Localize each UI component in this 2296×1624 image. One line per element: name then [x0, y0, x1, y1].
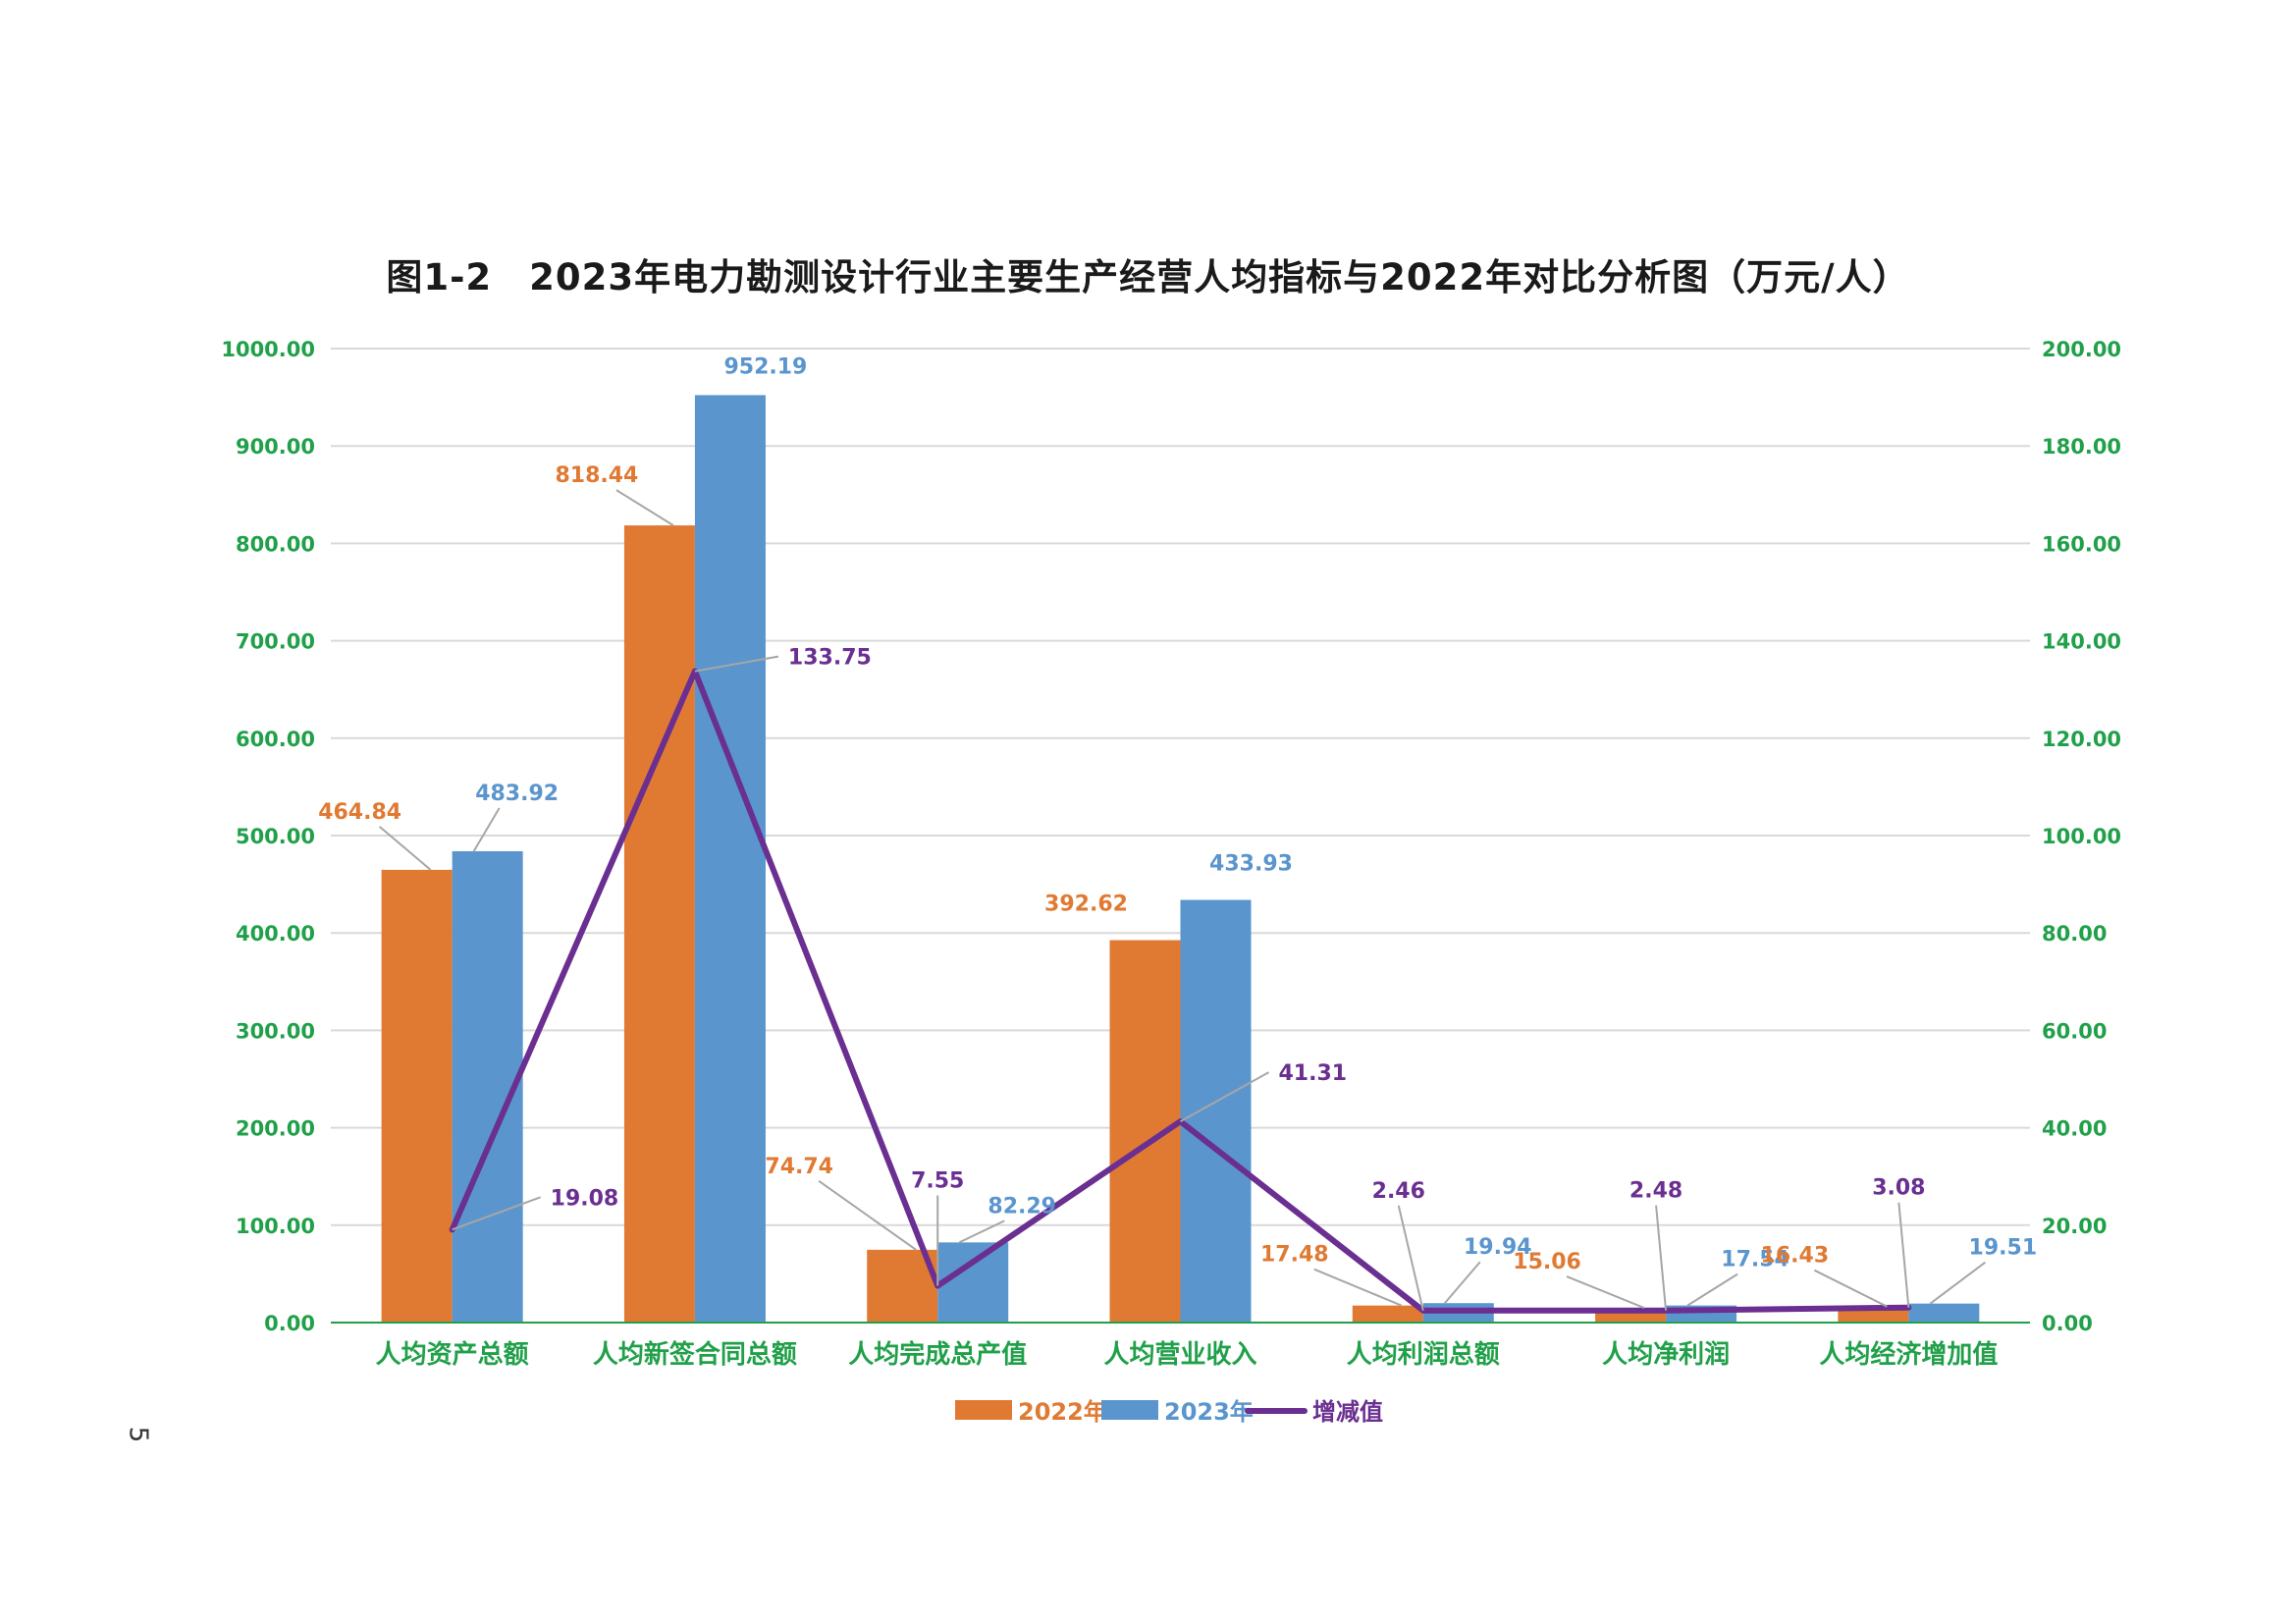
data-label-2022: 17.48: [1260, 1243, 1329, 1268]
right-tick-label: 180.00: [2042, 435, 2121, 459]
category-label: 人均净利润: [1602, 1339, 1730, 1370]
data-label-change: 2.46: [1372, 1179, 1425, 1204]
data-label-change: 3.08: [1872, 1176, 1925, 1201]
bar-2022: [1352, 1305, 1423, 1323]
legend: 2022年 2023年 增减值: [955, 1398, 1383, 1426]
data-label-2023: 82.29: [988, 1194, 1056, 1218]
right-tick-label: 100.00: [2042, 825, 2121, 848]
legend-label-2023: 2023年: [1164, 1398, 1254, 1426]
left-tick-label: 400.00: [236, 922, 315, 946]
leader-line-2023: [472, 807, 501, 852]
data-label-2022: 74.74: [765, 1155, 833, 1179]
right-tick-label: 80.00: [2042, 922, 2107, 946]
left-tick-label: 0.00: [264, 1312, 315, 1335]
data-label-change: 41.31: [1279, 1061, 1348, 1086]
bar-2023: [694, 395, 766, 1324]
leader-line-2023: [1929, 1261, 1986, 1305]
bar-2022: [623, 525, 695, 1323]
chart-title: 图1-2 2023年电力勘测设计行业主要生产经营人均指标与2022年对比分析图（…: [386, 256, 1910, 298]
data-label-2023: 952.19: [723, 354, 807, 379]
left-tick-label: 1000.00: [221, 338, 315, 361]
left-axis: 0.00 100.00 200.00 300.00 400.00 500.00 600.00…: [221, 338, 315, 1335]
data-label-change: 2.48: [1629, 1179, 1682, 1204]
legend-swatch-2022: [955, 1400, 1012, 1420]
leader-line-2023: [958, 1219, 1005, 1244]
data-label-change: 133.75: [788, 646, 872, 671]
bar-2022: [381, 869, 453, 1323]
data-label-2022: 15.06: [1513, 1250, 1581, 1274]
x-axis-categories: 人均资产总额 人均新签合同总额 人均完成总产值 人均营业收入 人均利润总额 人均净利润 人均…: [376, 1339, 1999, 1370]
left-tick-label: 300.00: [236, 1019, 315, 1043]
category-label: 人均资产总额: [376, 1340, 529, 1370]
data-label-2023: 19.94: [1464, 1235, 1532, 1260]
right-tick-label: 140.00: [2042, 630, 2121, 654]
bars: [381, 395, 1980, 1324]
left-tick-label: 600.00: [236, 728, 315, 751]
category-label: 人均营业收入: [1103, 1340, 1256, 1370]
leader-line-change: [694, 655, 779, 673]
data-label-2023: 433.93: [1209, 852, 1293, 877]
left-tick-label: 700.00: [236, 630, 315, 654]
category-label: 人均完成总产值: [848, 1339, 1027, 1370]
data-label-change: 7.55: [911, 1169, 964, 1194]
data-label-2023: 17.54: [1721, 1248, 1789, 1272]
leader-line-2022: [1813, 1269, 1888, 1308]
legend-label-change: 增减值: [1312, 1398, 1383, 1426]
bar-2023: [937, 1242, 1009, 1323]
leader-line-2022: [615, 489, 674, 526]
legend-label-2022: 2022年: [1018, 1398, 1107, 1426]
right-tick-label: 200.00: [2042, 338, 2121, 361]
category-label: 人均新签合同总额: [593, 1339, 797, 1370]
leader-line-2022: [1313, 1268, 1403, 1307]
legend-swatch-2023: [1101, 1400, 1158, 1420]
data-labels: 464.84 483.92 19.08 818.44 952.19 133.75 74.74…: [318, 354, 2037, 1274]
data-label-2023: 19.51: [1969, 1236, 2038, 1261]
right-tick-label: 160.00: [2042, 532, 2121, 556]
right-tick-label: 0.00: [2042, 1312, 2093, 1335]
leader-lines: [378, 489, 1986, 1312]
data-label-2022: 464.84: [318, 800, 401, 825]
left-tick-label: 100.00: [236, 1215, 315, 1238]
leader-line-2022: [818, 1180, 917, 1251]
right-axis: 0.00 20.00 40.00 60.00 80.00 100.00 120.00 140.…: [2042, 338, 2121, 1335]
leader-line-change: [1180, 1071, 1269, 1122]
left-tick-label: 500.00: [236, 825, 315, 848]
page-number: 5: [123, 1426, 153, 1443]
data-label-change: 19.08: [551, 1186, 619, 1211]
leader-line-change: [1897, 1202, 1910, 1308]
leader-line-change: [1655, 1205, 1668, 1311]
data-label-2022: 392.62: [1044, 893, 1128, 917]
left-tick-label: 800.00: [236, 532, 315, 556]
category-label: 人均经济增加值: [1819, 1339, 1998, 1370]
right-tick-label: 20.00: [2042, 1215, 2107, 1238]
leader-line-2023: [1444, 1261, 1481, 1304]
data-label-2022: 16.43: [1761, 1244, 1830, 1269]
leader-line-2022: [1566, 1275, 1645, 1309]
leader-line-change: [1397, 1205, 1424, 1312]
data-label-2022: 818.44: [555, 463, 638, 488]
leader-line-2023: [1686, 1272, 1738, 1307]
left-tick-label: 200.00: [236, 1117, 315, 1141]
bar-2023: [1180, 899, 1252, 1323]
bar-2023: [1908, 1303, 1980, 1323]
right-tick-label: 120.00: [2042, 728, 2121, 751]
data-label-2023: 483.92: [475, 782, 559, 806]
right-tick-label: 40.00: [2042, 1117, 2107, 1141]
left-tick-label: 900.00: [236, 435, 315, 459]
right-tick-label: 60.00: [2042, 1019, 2107, 1043]
leader-line-change: [452, 1196, 541, 1231]
leader-line-2022: [378, 826, 432, 871]
category-label: 人均利润总额: [1347, 1339, 1500, 1370]
